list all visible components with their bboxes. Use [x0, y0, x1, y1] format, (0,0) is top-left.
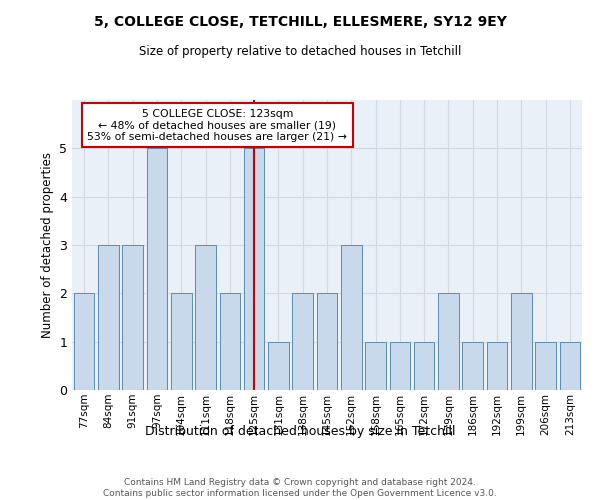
Y-axis label: Number of detached properties: Number of detached properties	[41, 152, 53, 338]
Bar	[74, 294, 94, 390]
Bar	[463, 342, 483, 390]
Text: Size of property relative to detached houses in Tetchill: Size of property relative to detached ho…	[139, 45, 461, 58]
Bar	[268, 342, 289, 390]
Bar	[220, 294, 240, 390]
Bar	[438, 294, 459, 390]
Bar	[244, 148, 265, 390]
Bar	[414, 342, 434, 390]
Text: 5 COLLEGE CLOSE: 123sqm
← 48% of detached houses are smaller (19)
53% of semi-de: 5 COLLEGE CLOSE: 123sqm ← 48% of detache…	[88, 108, 347, 142]
Bar	[535, 342, 556, 390]
Bar	[341, 245, 362, 390]
Bar	[317, 294, 337, 390]
Text: Distribution of detached houses by size in Tetchill: Distribution of detached houses by size …	[145, 425, 455, 438]
Bar	[560, 342, 580, 390]
Bar	[389, 342, 410, 390]
Bar	[122, 245, 143, 390]
Text: Contains HM Land Registry data © Crown copyright and database right 2024.
Contai: Contains HM Land Registry data © Crown c…	[103, 478, 497, 498]
Bar	[146, 148, 167, 390]
Bar	[365, 342, 386, 390]
Bar	[195, 245, 216, 390]
Bar	[511, 294, 532, 390]
Bar	[98, 245, 119, 390]
Text: 5, COLLEGE CLOSE, TETCHILL, ELLESMERE, SY12 9EY: 5, COLLEGE CLOSE, TETCHILL, ELLESMERE, S…	[94, 15, 506, 29]
Bar	[487, 342, 508, 390]
Bar	[292, 294, 313, 390]
Bar	[171, 294, 191, 390]
